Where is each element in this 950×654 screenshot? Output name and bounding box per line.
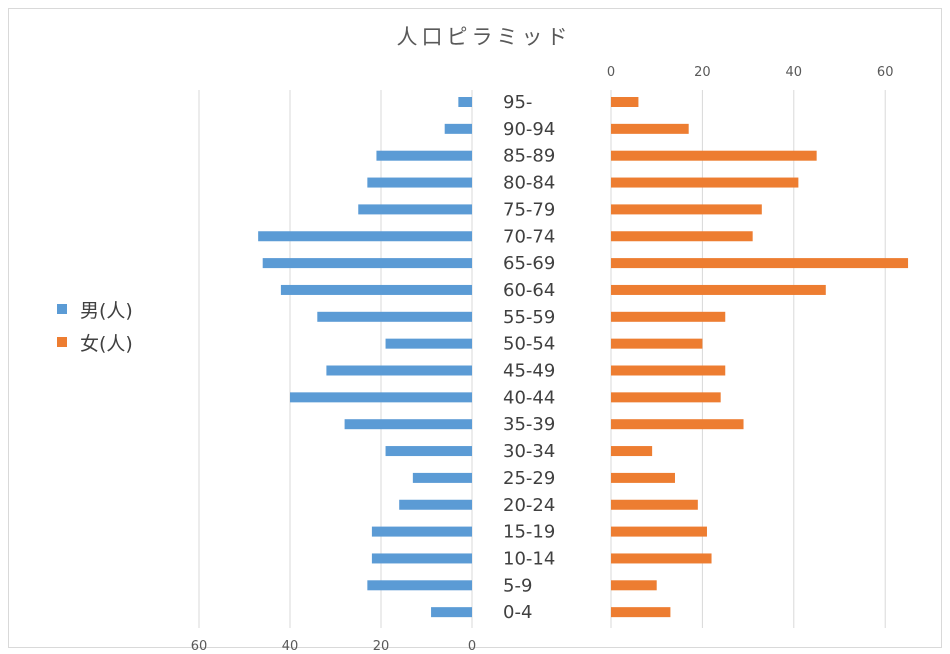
category-label: 85-89	[503, 146, 555, 167]
category-label: 75-79	[503, 199, 555, 220]
category-label: 15-19	[503, 522, 555, 543]
female-bar-40-44	[611, 392, 721, 403]
male-axis-tick-label: 0	[468, 639, 476, 654]
male-axis-tick-label: 40	[282, 639, 299, 654]
male-bar-85-89	[376, 150, 472, 161]
female-bar-90-94	[611, 123, 689, 134]
legend-label-male: 男(人)	[80, 300, 133, 322]
male-bar-65-69	[262, 258, 472, 269]
legend-label-female: 女(人)	[80, 333, 133, 355]
category-labels: 95- 90-94 85-89 80-84 75-79 70-74 65-69 60-64 55…	[503, 92, 555, 623]
female-bar-45-49	[611, 365, 726, 376]
category-label: 50-54	[503, 334, 555, 355]
female-bar-15-19	[611, 526, 707, 537]
male-axis-tick-label: 20	[373, 639, 390, 654]
male-bar-70-74	[258, 231, 472, 242]
legend-swatch-female	[57, 337, 67, 347]
category-label: 80-84	[503, 173, 555, 194]
female-bar-0-4	[611, 607, 671, 618]
category-label: 55-59	[503, 307, 555, 328]
category-label: 60-64	[503, 280, 555, 301]
male-axis-tick-label: 60	[191, 639, 208, 654]
gridlines	[198, 90, 886, 628]
category-label: 40-44	[503, 387, 555, 408]
category-label: 10-14	[503, 548, 555, 569]
female-bar-55-59	[611, 311, 726, 322]
female-bar-65-69	[611, 258, 909, 269]
female-bar-50-54	[611, 338, 703, 349]
female-axis-tick-label: 60	[877, 65, 894, 80]
axes: 60 40 20 0 0 20 40 60	[191, 65, 894, 654]
female-axis-tick-label: 0	[607, 65, 615, 80]
male-bar-5-9	[367, 580, 472, 591]
male-bar-55-59	[317, 311, 472, 322]
male-bar-95-	[458, 97, 472, 107]
female-bar-20-24	[611, 499, 698, 510]
chart-title: 人口ピラミッド	[397, 25, 572, 49]
female-bar-80-84	[611, 177, 799, 188]
male-bar-90-94	[444, 123, 472, 134]
female-bar-30-34	[611, 446, 653, 457]
category-label: 90-94	[503, 119, 555, 140]
category-label: 30-34	[503, 441, 555, 462]
male-bar-25-29	[412, 472, 472, 483]
male-bar-15-19	[371, 526, 472, 537]
male-bar-75-79	[358, 204, 472, 215]
female-axis-tick-label: 40	[786, 65, 803, 80]
male-bar-60-64	[280, 284, 472, 295]
male-bar-50-54	[385, 338, 472, 349]
male-bar-30-34	[385, 446, 472, 457]
legend-swatch-male	[57, 304, 67, 314]
male-bar-45-49	[326, 365, 472, 376]
female-bar-95-	[611, 97, 639, 107]
chart-frame	[8, 8, 942, 648]
female-axis-tick-label: 20	[694, 65, 711, 80]
category-label: 5-9	[503, 575, 532, 596]
male-bar-40-44	[290, 392, 472, 403]
female-bar-85-89	[611, 150, 817, 161]
category-label: 0-4	[503, 602, 532, 623]
bars	[258, 97, 909, 618]
female-bar-60-64	[611, 284, 826, 295]
category-label: 95-	[503, 92, 532, 113]
female-bar-5-9	[611, 580, 657, 591]
category-label: 25-29	[503, 468, 555, 489]
female-bar-35-39	[611, 419, 744, 430]
male-bar-80-84	[367, 177, 472, 188]
female-bar-25-29	[611, 472, 675, 483]
category-label: 65-69	[503, 253, 555, 274]
female-bar-75-79	[611, 204, 762, 215]
male-bar-10-14	[371, 553, 472, 564]
category-label: 35-39	[503, 414, 555, 435]
legend: 男(人) 女(人)	[57, 300, 133, 355]
category-label: 70-74	[503, 226, 555, 247]
category-label: 20-24	[503, 495, 555, 516]
female-bar-10-14	[611, 553, 712, 564]
female-bar-70-74	[611, 231, 753, 242]
category-label: 45-49	[503, 361, 555, 382]
male-bar-35-39	[344, 419, 472, 430]
male-bar-0-4	[431, 607, 472, 618]
male-bar-20-24	[399, 499, 472, 510]
